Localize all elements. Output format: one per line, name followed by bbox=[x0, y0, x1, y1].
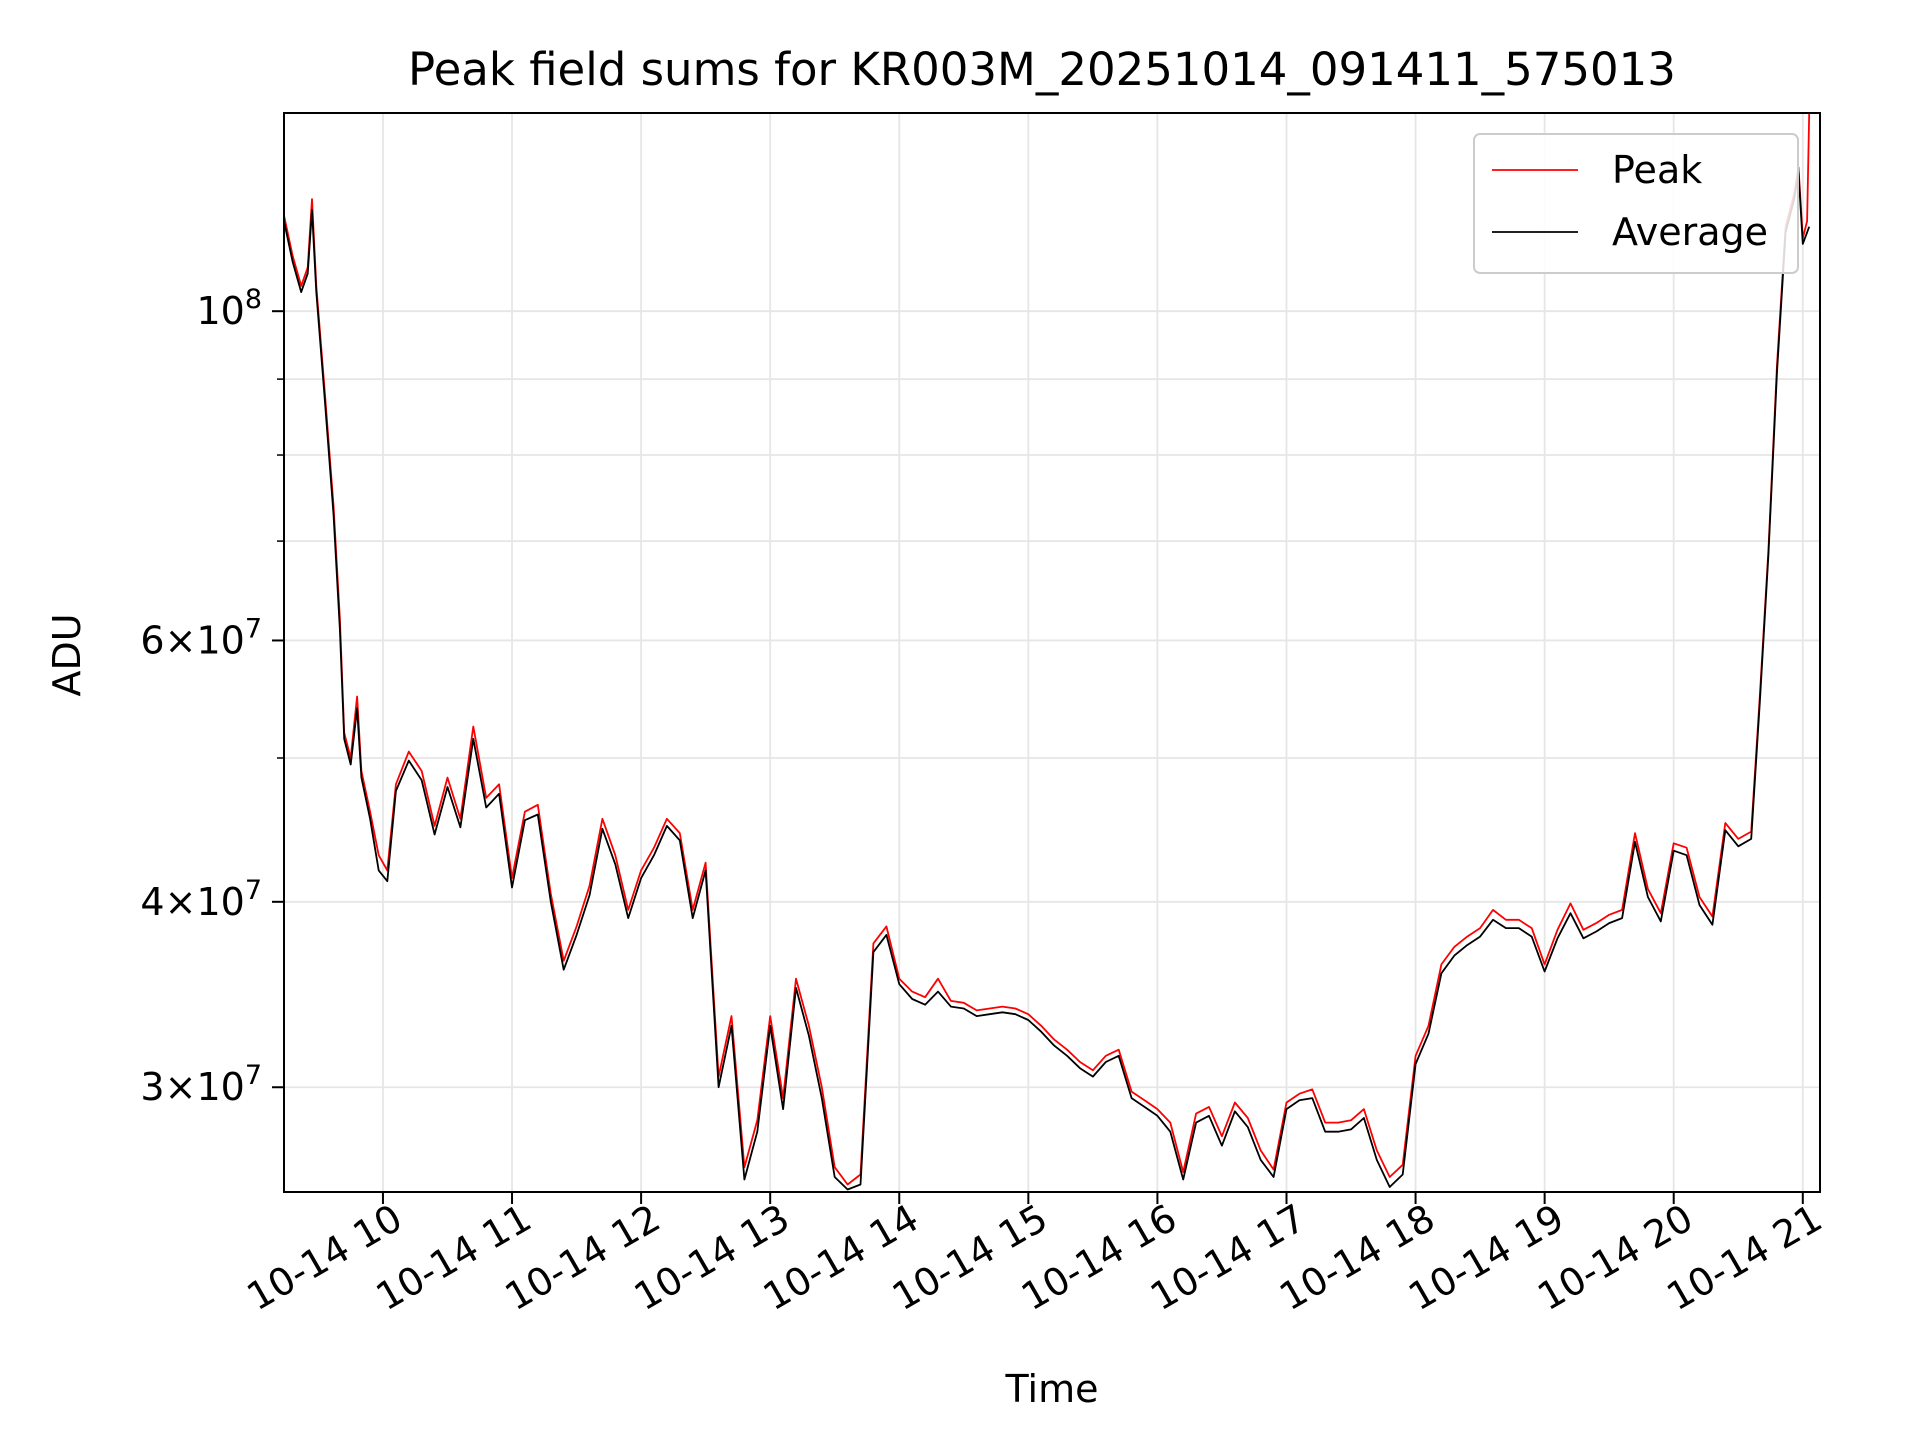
x-axis-label: Time bbox=[1005, 1367, 1099, 1411]
y-tick-label: 4×107 bbox=[140, 875, 262, 924]
series-line-average bbox=[284, 171, 1811, 1191]
legend-box bbox=[1473, 133, 1799, 274]
legend-label-average: Average bbox=[1612, 210, 1768, 254]
grid-lines bbox=[284, 113, 1820, 1192]
chart-title: Peak field sums for KR003M_20251014_0914… bbox=[408, 43, 1676, 96]
y-axis-label: ADU bbox=[45, 613, 89, 696]
y-tick-label: 6×107 bbox=[140, 613, 262, 662]
y-tick-label: 108 bbox=[196, 284, 262, 333]
y-tick-label: 3×107 bbox=[140, 1060, 262, 1109]
axes-frame bbox=[283, 112, 1821, 1193]
legend-label-peak: Peak bbox=[1612, 148, 1702, 192]
plot-area bbox=[284, 113, 1811, 1191]
legend: Peak Average bbox=[1473, 133, 1799, 274]
series-line-peak bbox=[284, 113, 1811, 1186]
series-layer bbox=[284, 113, 1811, 1191]
y-axis-ticks: 3×107 4×107 6×107 108 bbox=[140, 284, 284, 1109]
